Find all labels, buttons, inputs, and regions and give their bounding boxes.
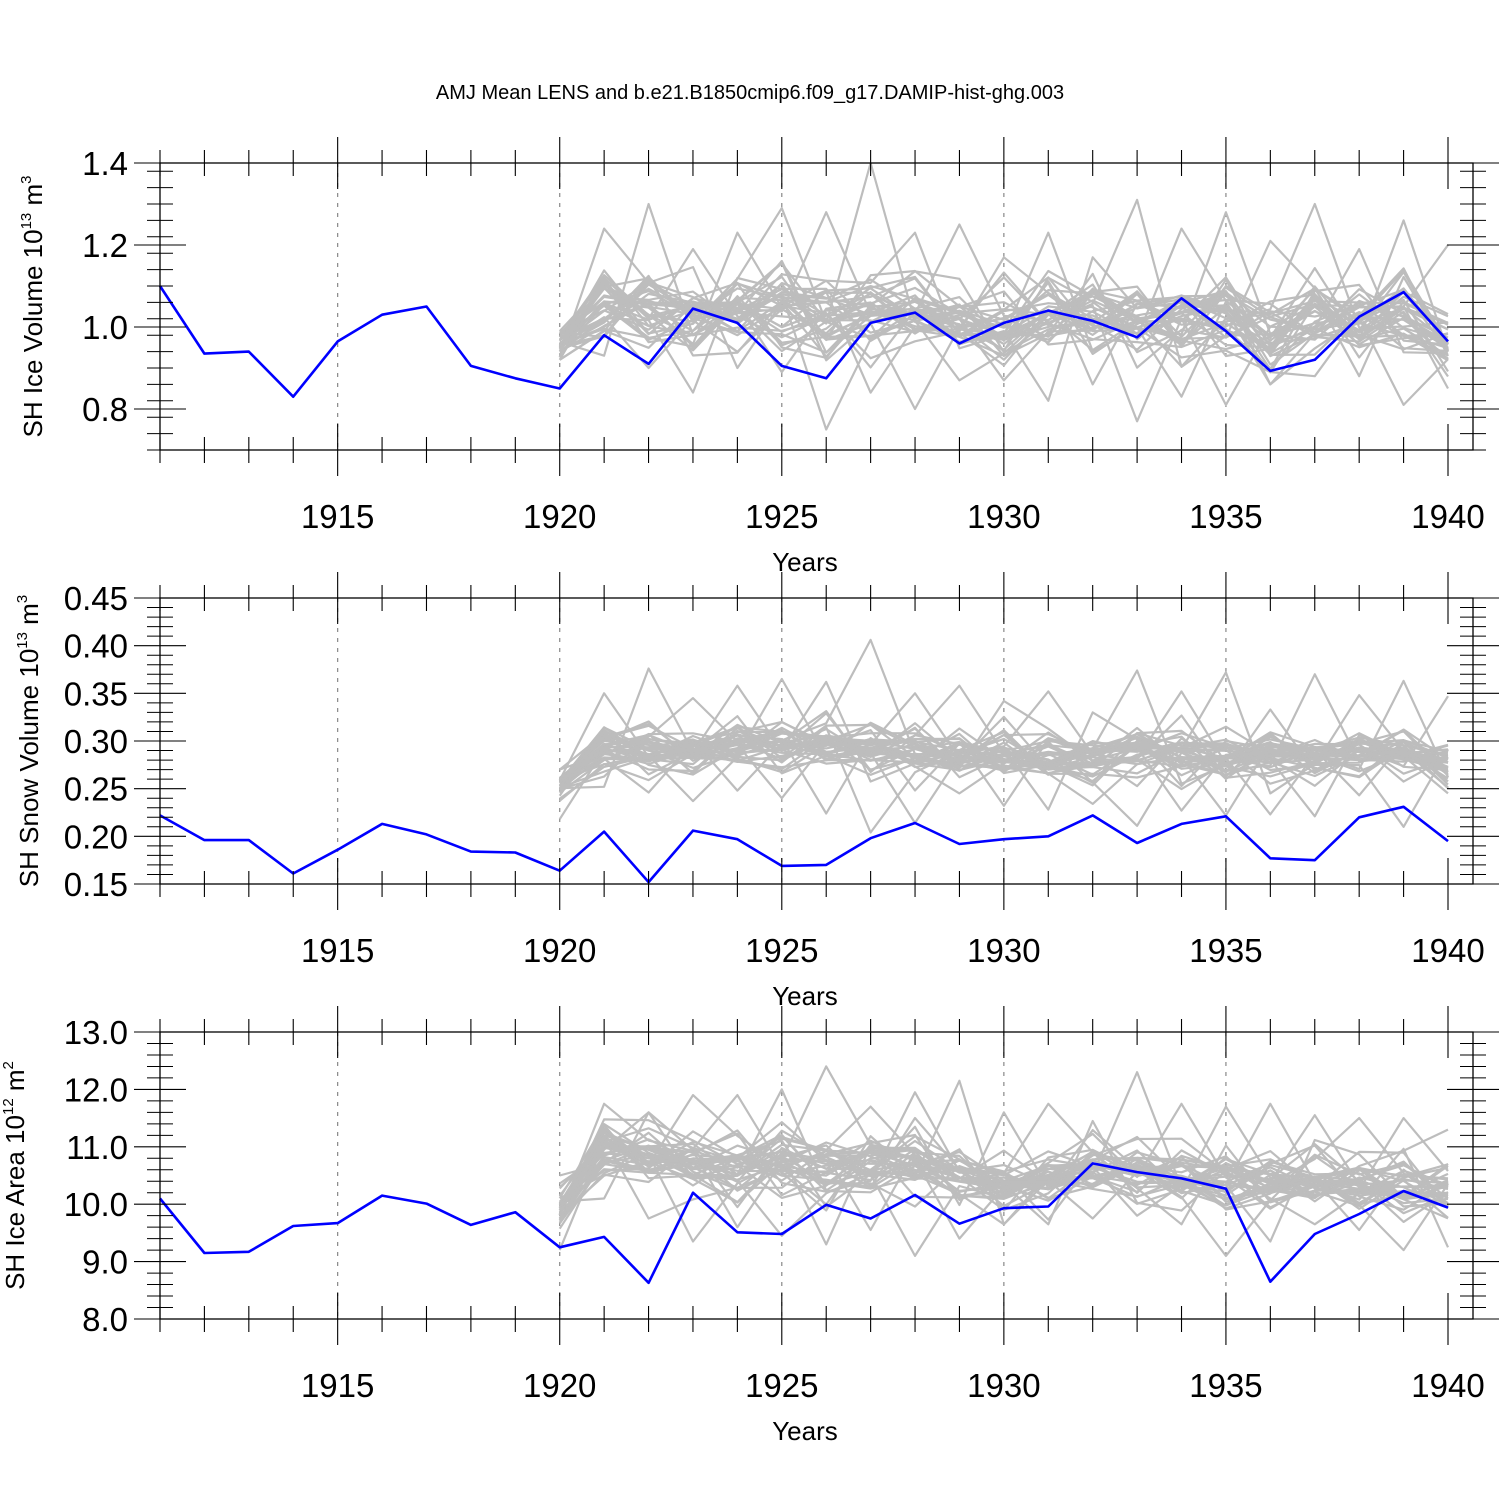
- y-tick-label: 13.0: [64, 1014, 128, 1051]
- y-axis-title-unit-exponent: 3: [14, 595, 31, 603]
- ensemble-member-line: [558, 684, 1449, 789]
- series-line: [159, 805, 1449, 884]
- ensemble-member-line: [558, 207, 1449, 359]
- x-tick-label: 1935: [1189, 498, 1262, 535]
- series-line: [158, 1162, 1449, 1285]
- ensemble-member-line: [558, 282, 1449, 361]
- y-axis-title-unit-exponent: 3: [18, 175, 35, 183]
- ensemble-member-line: [558, 690, 1449, 812]
- ensemble-member-line: [558, 1114, 1449, 1225]
- y-axis-title: SH Ice Area 1012 m2: [0, 1061, 30, 1290]
- ensemble-lines: [558, 638, 1449, 834]
- y-axis-title-main: SH Snow Volume 10: [14, 649, 44, 887]
- x-tick-label: 1935: [1189, 932, 1262, 969]
- x-axis-title: Years: [772, 547, 838, 577]
- ensemble-member-line: [558, 1142, 1449, 1243]
- y-axis-title: SH Snow Volume 1013 m3: [14, 595, 44, 887]
- y-axis-title-unit: m: [14, 603, 44, 632]
- x-tick-label: 1940: [1411, 932, 1484, 969]
- y-axis-title-exponent: 13: [14, 632, 31, 649]
- y-axis-title-main: SH Ice Area 10: [0, 1115, 30, 1290]
- y-tick-label: 1.4: [82, 145, 128, 182]
- x-tick-label: 1915: [301, 498, 374, 535]
- y-tick-label: 0.8: [82, 391, 128, 428]
- y-tick-label: 0.35: [64, 675, 128, 712]
- panel-2: 1915 1920 1925 1930 1935 1940 Years 0.15 0.20 0.2…: [14, 572, 1499, 1011]
- ensemble-member-line: [558, 1118, 1449, 1216]
- x-tick-label: 1920: [523, 498, 596, 535]
- ensemble-lines: [558, 1065, 1450, 1258]
- ensemble-member-line: [558, 1111, 1449, 1226]
- y-tick-label: 0.15: [64, 866, 128, 903]
- x-tick-label: 1920: [523, 932, 596, 969]
- ensemble-member-line: [558, 731, 1449, 784]
- x-tick-label: 1920: [523, 1367, 596, 1404]
- ensemble-member-line: [559, 729, 1449, 791]
- ensemble-member-line: [558, 290, 1449, 382]
- figure-title: AMJ Mean LENS and b.e21.B1850cmip6.f09_g…: [436, 82, 1064, 104]
- x-tick-label: 1925: [745, 1367, 818, 1404]
- ensemble-member-line: [558, 699, 1449, 818]
- y-tick-label: 10.0: [64, 1186, 128, 1223]
- y-axis-title-unit-exponent: 2: [0, 1061, 17, 1069]
- ensemble-member-line: [558, 726, 1449, 794]
- series-line: [158, 285, 1449, 399]
- x-tick-label: 1930: [967, 932, 1040, 969]
- x-tick-label: 1930: [967, 498, 1040, 535]
- plot-frame: [159, 162, 1474, 451]
- x-tick-label: 1930: [967, 1367, 1040, 1404]
- ensemble-member-line: [558, 288, 1449, 368]
- x-axis-title: Years: [772, 1416, 838, 1446]
- y-axis-title: SH Ice Volume 1013 m3: [18, 175, 48, 437]
- x-axis-title: Years: [772, 981, 838, 1011]
- ensemble-member-line: [558, 1102, 1449, 1226]
- y-axis-title-main: SH Ice Volume 10: [18, 229, 48, 437]
- y-tick-label: 12.0: [64, 1071, 128, 1108]
- y-tick-label: 1.0: [82, 309, 128, 346]
- panel-3: 1915 1920 1925 1930 1935 1940 Years 8.0 9.0 10.0 1…: [0, 1006, 1499, 1446]
- panel-1: 1915 1920 1925 1930 1935 1940 Years 0.8 1.0 1.2 1.…: [18, 137, 1499, 577]
- y-tick-label: 0.40: [64, 628, 128, 665]
- y-axis-title-exponent: 13: [18, 213, 35, 230]
- ensemble-member-line: [558, 256, 1449, 378]
- x-tick-label: 1915: [301, 1367, 374, 1404]
- plot-frame: [159, 1031, 1474, 1320]
- y-tick-label: 11.0: [66, 1129, 128, 1166]
- ensemble-member-line: [558, 1093, 1449, 1211]
- y-tick-label: 0.30: [64, 723, 128, 760]
- y-axis-title-exponent: 12: [0, 1098, 17, 1115]
- ensemble-member-line: [559, 673, 1449, 789]
- y-axis-title-unit: m: [18, 184, 48, 213]
- x-tick-label: 1915: [301, 932, 374, 969]
- x-tick-label: 1940: [1411, 498, 1484, 535]
- y-tick-label: 9.0: [82, 1244, 128, 1281]
- ensemble-member-line: [559, 276, 1449, 394]
- y-tick-label: 0.45: [64, 580, 128, 617]
- y-tick-label: 1.2: [82, 227, 128, 264]
- y-tick-label: 8.0: [82, 1301, 128, 1338]
- y-tick-label: 0.25: [64, 771, 128, 808]
- x-tick-label: 1935: [1189, 1367, 1262, 1404]
- ensemble-member-line: [558, 1143, 1449, 1217]
- ensemble-member-line: [558, 1131, 1449, 1226]
- y-tick-label: 0.20: [64, 818, 128, 855]
- panels-group: 1915 1920 1925 1930 1935 1940 Years 0.8 1.0 1.2 1.…: [0, 137, 1499, 1446]
- x-tick-label: 1940: [1411, 1367, 1484, 1404]
- y-axis-title-unit: m: [0, 1069, 30, 1098]
- x-tick-label: 1925: [745, 498, 818, 535]
- x-tick-label: 1925: [745, 932, 818, 969]
- ensemble-lines: [558, 163, 1450, 431]
